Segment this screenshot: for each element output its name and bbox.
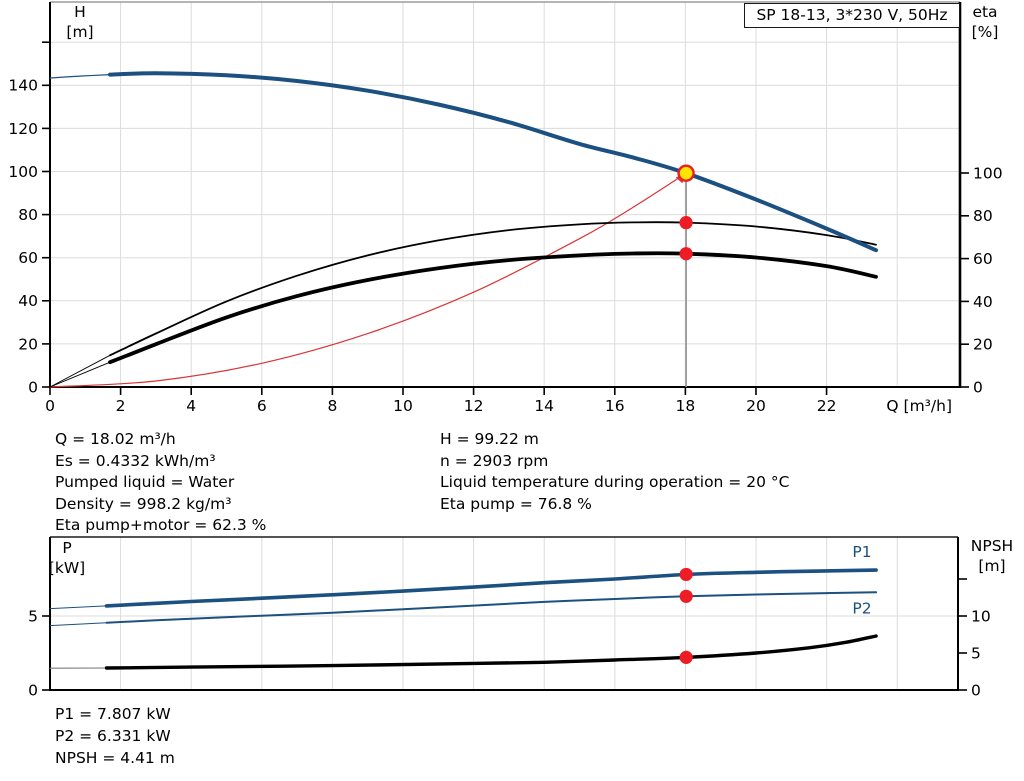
x-axis-unit-label: Q [m³/h] bbox=[886, 397, 952, 415]
x-tick-label: 14 bbox=[534, 397, 554, 415]
head-right-axis-title: eta [%] bbox=[962, 2, 1008, 42]
duty-info-left: Q = 18.02 m³/h Es = 0.4332 kWh/m³ Pumped l… bbox=[55, 429, 266, 537]
y-right-tick-label: 10 bbox=[971, 607, 991, 625]
eta-pump-motor-duty-dot bbox=[679, 247, 693, 261]
p2-series-label: P2 bbox=[852, 600, 871, 618]
power-info: P1 = 7.807 kW P2 = 6.331 kW NPSH = 4.41 m bbox=[55, 703, 175, 769]
x-tick-label: 0 bbox=[45, 397, 55, 415]
info-line: Eta pump+motor = 62.3 % bbox=[55, 516, 267, 534]
p2-curve bbox=[105, 591, 878, 624]
axis-label-m: [m] bbox=[66, 23, 94, 41]
p1-curve bbox=[104, 568, 878, 608]
eta-pump-duty-dot bbox=[679, 216, 693, 230]
axis-label-npsh-m: [m] bbox=[978, 557, 1006, 575]
eta-pump-lead bbox=[49, 354, 111, 388]
x-tick-label: 2 bbox=[116, 397, 126, 415]
y-right-tick-label: 60 bbox=[973, 250, 993, 268]
pump-curve bbox=[108, 71, 878, 253]
y-left-tick-label: 120 bbox=[8, 120, 38, 138]
info-line: H = 99.22 m bbox=[440, 430, 539, 448]
info-line: Q = 18.02 m³/h bbox=[55, 430, 176, 448]
y-left-tick-label: 20 bbox=[18, 335, 38, 353]
pump-title-box: SP 18-13, 3*230 V, 50Hz bbox=[744, 3, 960, 28]
head-left-axis-title: H [m] bbox=[50, 2, 110, 42]
eta-pump-curve bbox=[109, 221, 877, 357]
system-curve bbox=[49, 172, 687, 388]
axis-label-eta: eta bbox=[972, 3, 998, 21]
axis-label-p: P bbox=[62, 539, 72, 557]
duty-point[interactable] bbox=[677, 164, 695, 182]
y-right-tick-label: 0 bbox=[973, 378, 983, 396]
y-left-tick-label: 5 bbox=[28, 607, 38, 625]
info-line: Pumped liquid = Water bbox=[55, 473, 235, 491]
y-left-tick-label: 40 bbox=[18, 292, 38, 310]
p2-lead bbox=[49, 622, 107, 627]
x-tick-label: 12 bbox=[464, 397, 484, 415]
pump-curve-lead bbox=[49, 74, 111, 79]
info-line: P1 = 7.807 kW bbox=[55, 705, 171, 723]
y-right-tick-label: 40 bbox=[973, 293, 993, 311]
axis-label-npsh: NPSH bbox=[970, 537, 1014, 555]
y-right-tick-label: 80 bbox=[973, 207, 993, 225]
y-left-tick-label: 140 bbox=[8, 77, 38, 95]
power-left-axis-title: P [kW] bbox=[36, 538, 98, 578]
info-line: P2 = 6.331 kW bbox=[55, 727, 171, 745]
p2-duty-dot bbox=[679, 589, 693, 603]
duty-info-right: H = 99.22 m n = 2903 rpm Liquid temperatur… bbox=[440, 429, 789, 515]
y-left-tick-label: 80 bbox=[18, 206, 38, 224]
x-tick-label: 8 bbox=[327, 397, 337, 415]
axis-label-pct: [%] bbox=[971, 23, 999, 41]
p1-lead bbox=[49, 605, 107, 610]
axis-label-h: H bbox=[74, 3, 86, 21]
info-line: n = 2903 rpm bbox=[440, 451, 549, 470]
y-left-tick-label: 100 bbox=[8, 163, 38, 181]
x-tick-label: 4 bbox=[186, 397, 196, 415]
y-left-tick-label: 0 bbox=[28, 681, 38, 699]
info-line: Liquid temperature during operation = 20… bbox=[440, 473, 790, 491]
y-right-tick-label: 0 bbox=[971, 681, 981, 699]
y-right-tick-label: 20 bbox=[973, 336, 993, 354]
npsh-curve bbox=[104, 634, 878, 670]
x-tick-label: 22 bbox=[817, 397, 837, 415]
info-line: Density = 998.2 kg/m³ bbox=[55, 494, 232, 513]
axis-label-kw: [kW] bbox=[48, 559, 86, 577]
p1-duty-dot bbox=[679, 567, 693, 582]
y-right-tick-label: 100 bbox=[973, 164, 1003, 182]
x-tick-label: 16 bbox=[605, 397, 625, 415]
power-right-axis-title: NPSH [m] bbox=[960, 536, 1024, 576]
x-tick-label: 20 bbox=[746, 397, 766, 415]
eta-pump-motor-lead bbox=[49, 361, 111, 388]
y-left-tick-label: 0 bbox=[28, 378, 38, 396]
info-line: Eta pump = 76.8 % bbox=[440, 494, 592, 513]
x-tick-label: 18 bbox=[676, 397, 696, 415]
y-left-tick-label: 60 bbox=[18, 249, 38, 267]
y-right-tick-label: 5 bbox=[971, 644, 981, 662]
info-line: Es = 0.4332 kWh/m³ bbox=[55, 451, 216, 470]
p1-series-label: P1 bbox=[852, 543, 871, 561]
npsh-duty-dot bbox=[679, 650, 693, 664]
x-tick-label: 10 bbox=[393, 397, 413, 415]
eta-pump-motor-curve bbox=[108, 251, 878, 365]
x-tick-label: 6 bbox=[257, 397, 267, 415]
info-line: NPSH = 4.41 m bbox=[55, 749, 175, 767]
